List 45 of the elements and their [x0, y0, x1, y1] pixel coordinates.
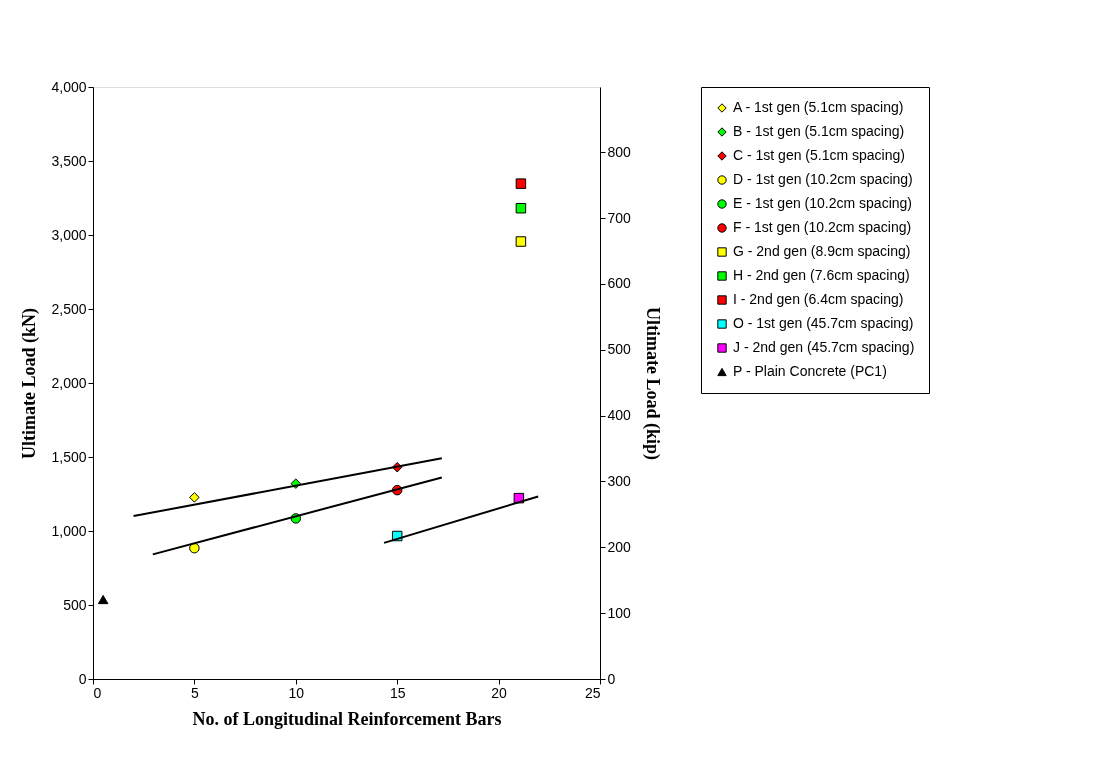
x-tick-label: 25	[584, 684, 601, 701]
y2-axis-title: Ultimate Load (kip)	[641, 307, 663, 461]
legend-label: O - 1st gen (45.7cm spacing)	[733, 315, 914, 331]
y-axis-title: Ultimate Load (kN)	[19, 308, 41, 459]
x-tick-label: 0	[93, 684, 102, 701]
legend-label: A - 1st gen (5.1cm spacing)	[733, 99, 904, 115]
legend-label: H - 2nd gen (7.6cm spacing)	[733, 267, 910, 283]
x-tick-label: 15	[389, 684, 406, 701]
y-tick-label: 0	[78, 670, 87, 687]
y-tick-label: 1,000	[51, 522, 87, 539]
legend-label: F - 1st gen (10.2cm spacing)	[733, 219, 912, 235]
legend-label: E - 1st gen (10.2cm spacing)	[733, 195, 912, 211]
legend-label: P - Plain Concrete (PC1)	[733, 363, 887, 379]
point	[515, 178, 527, 189]
y-tick-label: 1,500	[51, 448, 87, 465]
x-tick-label: 20	[491, 684, 508, 701]
legend-label: I - 2nd gen (6.4cm spacing)	[733, 291, 904, 307]
y-tick-label: 3,500	[51, 152, 87, 169]
legend-label: B - 1st gen (5.1cm spacing)	[733, 123, 905, 139]
legend-label: J - 2nd gen (45.7cm spacing)	[733, 339, 915, 355]
point	[189, 542, 200, 554]
y2-tick-label: 200	[607, 538, 632, 555]
legend-label: G - 2nd gen (8.9cm spacing)	[733, 243, 911, 259]
y2-tick-label: 400	[607, 407, 632, 424]
x-tick-label: 5	[191, 684, 199, 701]
point	[189, 492, 200, 503]
y2-tick-label: 300	[607, 472, 632, 489]
x-tick-label: 10	[288, 684, 305, 701]
y2-tick-label: 500	[607, 341, 632, 358]
y-tick-label: 3,000	[51, 226, 87, 243]
legend-label: C - 1st gen (5.1cm spacing)	[733, 147, 905, 163]
y2-tick-label: 700	[607, 209, 632, 226]
y2-tick-label: 600	[607, 275, 632, 292]
point	[515, 236, 527, 247]
x-axis-title: No. of Longitudinal Reinforcement Bars	[192, 708, 502, 729]
y-tick-label: 2,000	[51, 374, 87, 391]
point	[515, 202, 527, 214]
legend-label: D - 1st gen (10.2cm spacing)	[733, 171, 913, 187]
y-tick-label: 500	[63, 596, 87, 613]
y2-tick-label: 100	[607, 604, 632, 621]
y-tick-label: 2,500	[51, 300, 87, 317]
point	[97, 594, 109, 605]
y2-tick-label: 0	[607, 670, 616, 687]
y-tick-label: 4,000	[51, 78, 87, 95]
y2-tick-label: 800	[607, 143, 632, 160]
